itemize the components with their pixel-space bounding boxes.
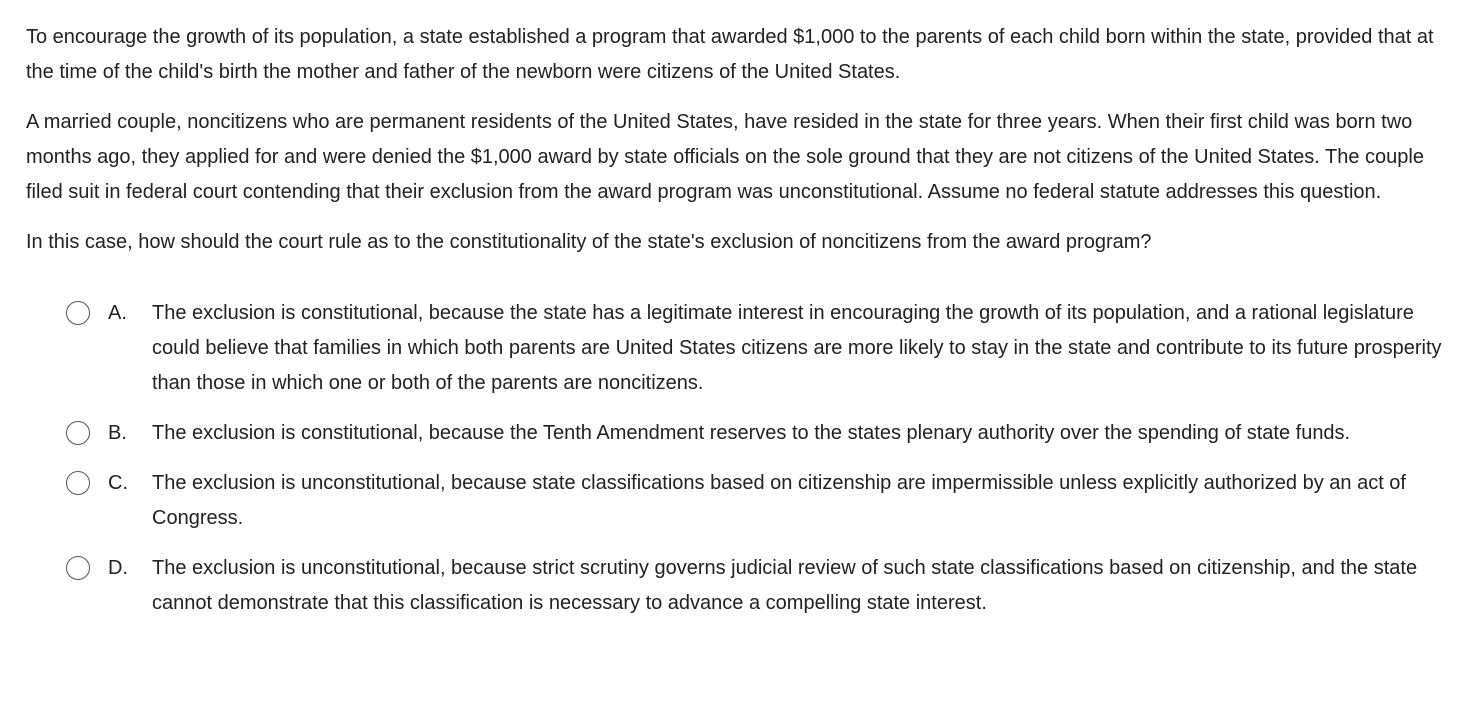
option-a-text[interactable]: The exclusion is constitutional, because… [152,302,1442,394]
option-b-radio[interactable] [66,421,90,445]
answer-options: A. The exclusion is constitutional, beca… [26,296,1446,621]
question-prompt: In this case, how should the court rule … [26,231,1152,253]
option-c-letter: C. [108,472,128,494]
option-d-text[interactable]: The exclusion is unconstitutional, becau… [152,557,1418,614]
option-b-text[interactable]: The exclusion is constitutional, because… [152,422,1351,444]
option-a-radio[interactable] [66,301,90,325]
option-a[interactable]: A. The exclusion is constitutional, beca… [26,296,1446,401]
option-d-letter: D. [108,557,128,579]
option-c-radio[interactable] [66,471,90,495]
option-c[interactable]: C. The exclusion is unconstitutional, be… [26,466,1446,536]
option-b-letter: B. [108,422,127,444]
question-stem: To encourage the growth of its populatio… [26,20,1446,260]
option-d-radio[interactable] [66,556,90,580]
stem-paragraph-2: A married couple, noncitizens who are pe… [26,111,1424,203]
stem-paragraph-1: To encourage the growth of its populatio… [26,26,1434,83]
option-a-letter: A. [108,302,127,324]
option-b[interactable]: B. The exclusion is constitutional, beca… [26,416,1446,451]
option-c-text[interactable]: The exclusion is unconstitutional, becau… [152,472,1406,529]
option-d[interactable]: D. The exclusion is unconstitutional, be… [26,551,1446,621]
